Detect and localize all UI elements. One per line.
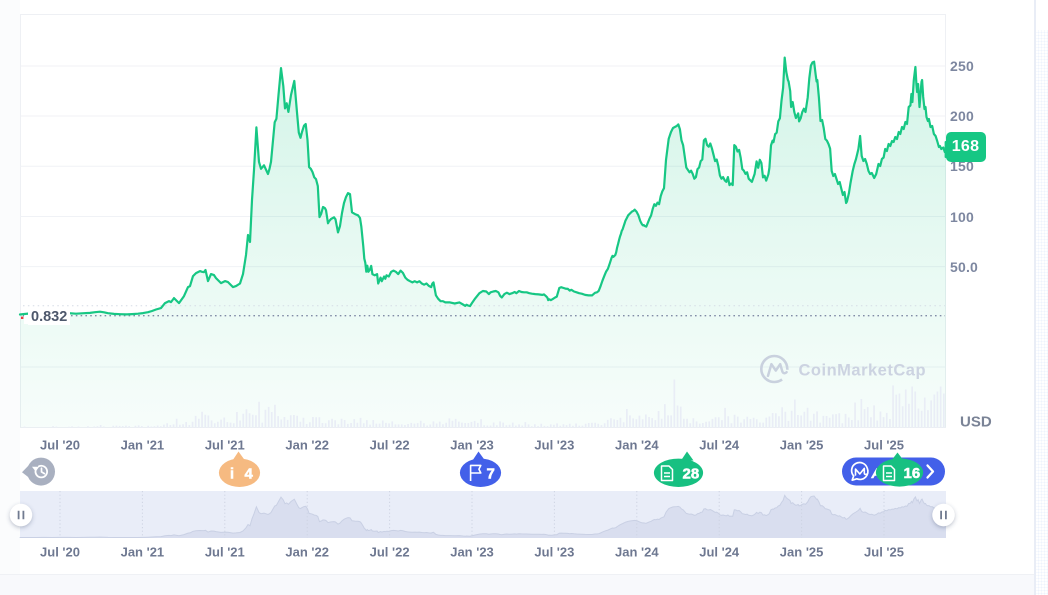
svg-text:CoinMarketCap: CoinMarketCap — [799, 362, 927, 380]
svg-text:i: i — [230, 467, 234, 483]
svg-text:7: 7 — [487, 466, 495, 483]
svg-text:16: 16 — [904, 465, 921, 482]
svg-text:4: 4 — [245, 466, 254, 483]
svg-text:28: 28 — [683, 466, 700, 483]
